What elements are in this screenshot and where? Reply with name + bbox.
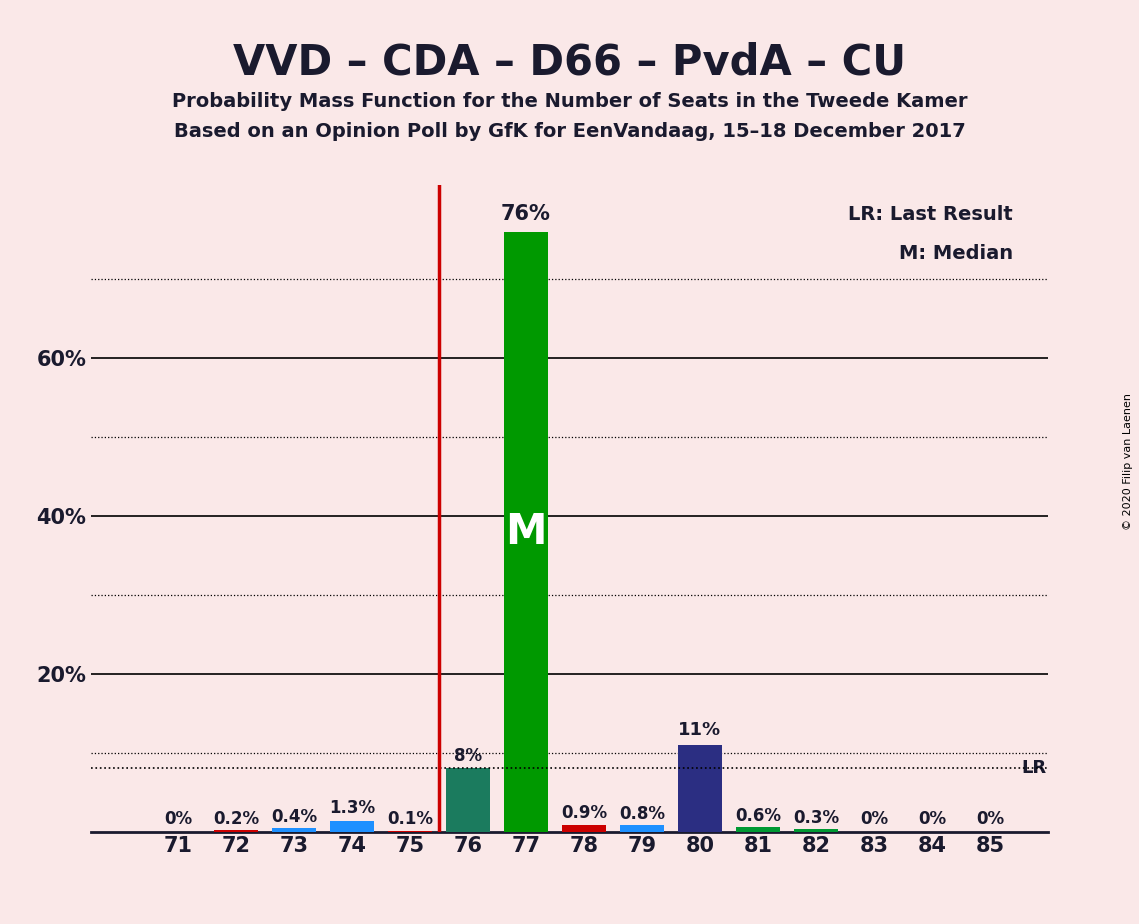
Text: 0%: 0% <box>918 810 947 829</box>
Bar <box>794 829 837 832</box>
Text: 0.4%: 0.4% <box>271 808 317 826</box>
Text: Based on an Opinion Poll by GfK for EenVandaag, 15–18 December 2017: Based on an Opinion Poll by GfK for EenV… <box>173 122 966 141</box>
Bar <box>214 830 257 832</box>
Bar <box>446 769 490 832</box>
Text: 11%: 11% <box>679 721 721 738</box>
Text: 1.3%: 1.3% <box>329 799 375 818</box>
Text: Probability Mass Function for the Number of Seats in the Tweede Kamer: Probability Mass Function for the Number… <box>172 92 967 112</box>
Text: LR: LR <box>1022 760 1047 777</box>
Bar <box>678 745 722 832</box>
Text: © 2020 Filip van Laenen: © 2020 Filip van Laenen <box>1123 394 1133 530</box>
Text: 0.9%: 0.9% <box>560 804 607 822</box>
Text: 76%: 76% <box>501 204 551 225</box>
Text: M: M <box>506 511 547 553</box>
Text: LR: Last Result: LR: Last Result <box>849 204 1013 224</box>
Text: 0.1%: 0.1% <box>387 810 433 829</box>
Bar <box>272 829 316 832</box>
Bar <box>563 824 606 832</box>
Text: 0.8%: 0.8% <box>618 805 665 823</box>
Bar <box>621 825 664 832</box>
Bar <box>330 821 374 832</box>
Text: 8%: 8% <box>454 747 482 764</box>
Text: 0%: 0% <box>860 810 888 829</box>
Text: 0.3%: 0.3% <box>793 808 839 827</box>
Bar <box>505 232 548 832</box>
Bar <box>736 827 780 832</box>
Text: VVD – CDA – D66 – PvdA – CU: VVD – CDA – D66 – PvdA – CU <box>233 42 906 83</box>
Text: 0%: 0% <box>164 810 192 829</box>
Text: 0.6%: 0.6% <box>735 807 781 824</box>
Text: 0%: 0% <box>976 810 1003 829</box>
Text: 0.2%: 0.2% <box>213 809 260 828</box>
Text: M: Median: M: Median <box>899 244 1013 263</box>
